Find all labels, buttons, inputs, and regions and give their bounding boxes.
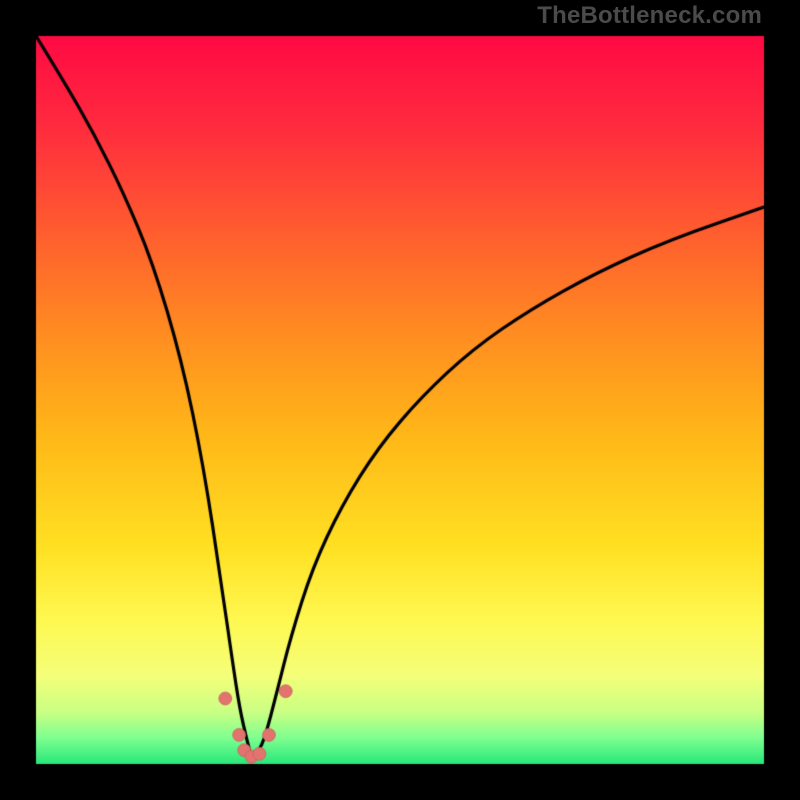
watermark-text: TheBottleneck.com (537, 2, 762, 30)
bottleneck-chart (0, 0, 800, 800)
